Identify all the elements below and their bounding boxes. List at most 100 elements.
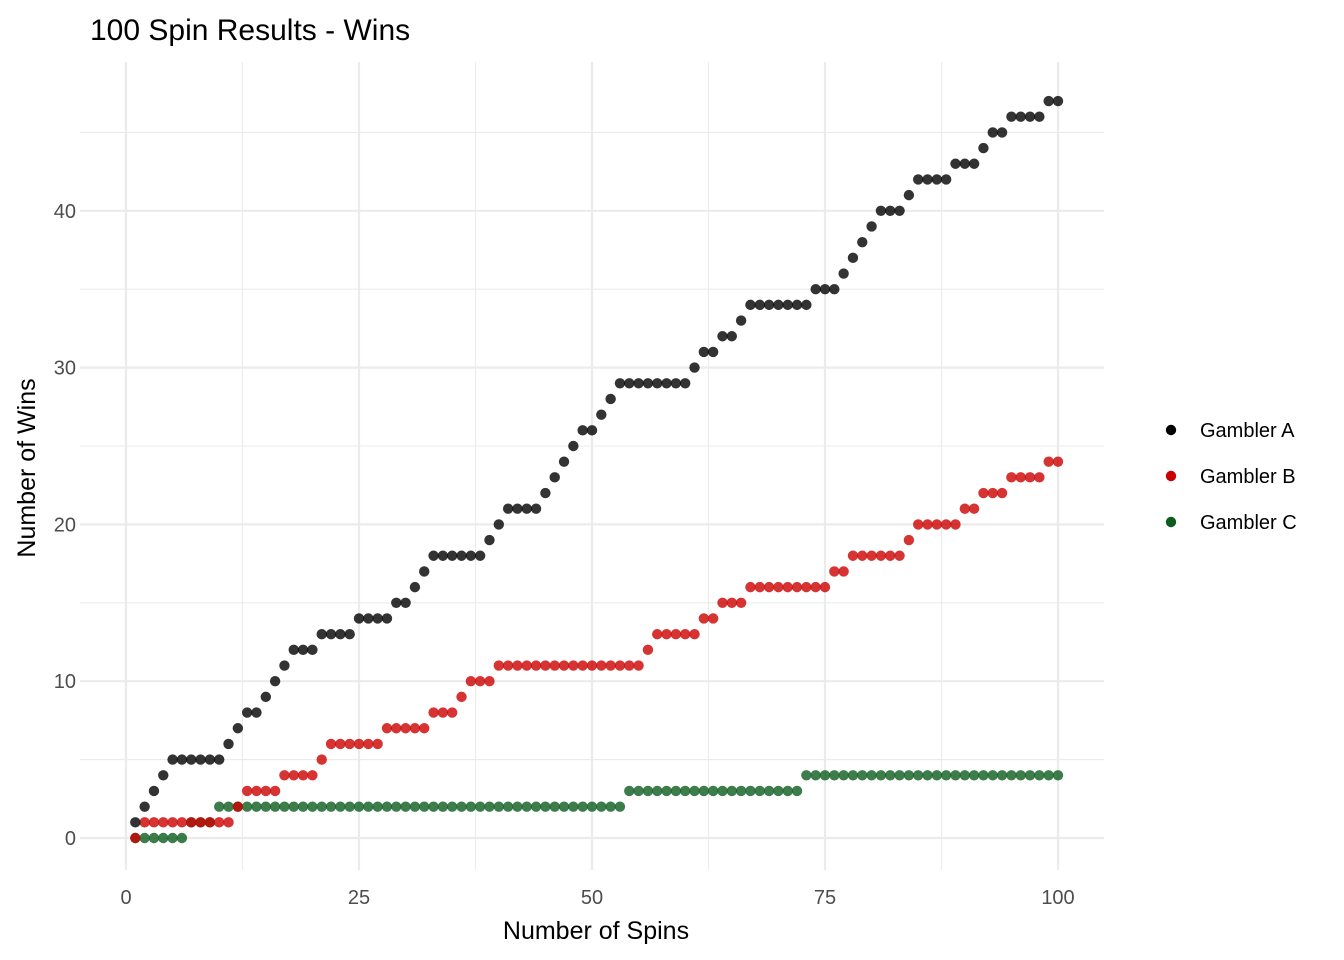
- data-point-gambler-c: [838, 770, 849, 781]
- data-point-gambler-a: [176, 754, 188, 765]
- data-point-gambler-c: [391, 801, 402, 812]
- data-point-gambler-c: [968, 770, 980, 781]
- data-point-gambler-b: [241, 785, 253, 797]
- data-point-gambler-b: [130, 832, 141, 844]
- data-point-gambler-b: [763, 581, 775, 593]
- data-point-gambler-b: [279, 770, 290, 781]
- data-point-gambler-c: [372, 801, 383, 812]
- data-point-gambler-c: [158, 832, 169, 844]
- data-point-gambler-b: [540, 660, 551, 671]
- data-point-gambler-b: [894, 550, 905, 561]
- data-point-gambler-b: [167, 817, 178, 828]
- data-point-gambler-c: [577, 801, 588, 812]
- data-point-gambler-b: [735, 597, 747, 608]
- data-point-gambler-c: [428, 801, 439, 812]
- data-point-gambler-c: [214, 801, 225, 812]
- data-point-gambler-a: [1024, 111, 1036, 122]
- data-point-gambler-a: [1043, 95, 1054, 107]
- data-point-gambler-a: [419, 566, 430, 577]
- x-tick-label: 50: [581, 887, 603, 909]
- data-point-gambler-c: [502, 801, 514, 812]
- data-point-gambler-a: [447, 550, 458, 561]
- data-point-gambler-b: [680, 628, 691, 640]
- data-point-gambler-c: [260, 801, 271, 812]
- data-point-gambler-a: [316, 628, 327, 640]
- data-point-gambler-b: [922, 519, 933, 530]
- data-point-gambler-b: [661, 628, 672, 640]
- data-point-gambler-c: [754, 785, 765, 797]
- data-point-gambler-c: [950, 770, 961, 781]
- data-point-gambler-a: [782, 299, 793, 311]
- data-point-gambler-c: [745, 785, 756, 797]
- data-point-gambler-a: [474, 550, 486, 561]
- data-point-gambler-b: [950, 519, 961, 530]
- data-point-gambler-a: [577, 425, 588, 436]
- data-point-gambler-c: [763, 785, 775, 797]
- x-tick-label: 75: [814, 887, 836, 909]
- data-point-gambler-c: [652, 785, 663, 797]
- data-point-gambler-c: [456, 801, 467, 812]
- data-point-gambler-a: [214, 754, 225, 765]
- data-point-gambler-a: [400, 597, 411, 608]
- data-point-gambler-b: [381, 723, 393, 734]
- data-point-gambler-b: [409, 723, 421, 734]
- data-point-gambler-b: [996, 487, 1008, 499]
- data-point-gambler-a: [829, 284, 840, 295]
- data-point-gambler-a: [335, 628, 346, 640]
- data-point-gambler-a: [596, 409, 607, 420]
- data-point-gambler-c: [493, 801, 504, 812]
- y-axis-title: Number of Wins: [13, 378, 41, 557]
- data-point-gambler-c: [353, 801, 365, 812]
- data-point-gambler-c: [717, 785, 728, 797]
- data-point-gambler-b: [959, 503, 970, 514]
- data-point-gambler-a: [251, 707, 262, 718]
- y-tick-label: 20: [54, 514, 76, 536]
- data-point-gambler-a: [484, 534, 495, 546]
- data-point-gambler-a: [279, 660, 290, 671]
- data-point-gambler-b: [214, 817, 225, 828]
- data-point-gambler-b: [232, 801, 244, 812]
- data-point-gambler-b: [689, 628, 700, 640]
- data-point-gambler-c: [363, 801, 374, 812]
- data-point-gambler-a: [819, 284, 831, 295]
- data-point-gambler-a: [530, 503, 542, 514]
- data-point-gambler-b: [223, 817, 234, 828]
- data-point-gambler-b: [484, 676, 495, 687]
- data-point-gambler-a: [204, 754, 216, 765]
- data-point-gambler-c: [381, 801, 393, 812]
- data-point-gambler-a: [717, 331, 728, 342]
- data-point-gambler-a: [130, 817, 141, 828]
- data-point-gambler-a: [875, 205, 887, 216]
- data-point-gambler-c: [680, 785, 691, 797]
- data-point-gambler-c: [484, 801, 495, 812]
- data-point-gambler-a: [903, 189, 915, 201]
- y-tick-label: 40: [54, 201, 76, 223]
- data-point-gambler-b: [549, 660, 560, 671]
- data-point-gambler-a: [512, 503, 523, 514]
- data-point-gambler-b: [530, 660, 542, 671]
- data-point-gambler-c: [521, 801, 532, 812]
- x-tick-label: 25: [348, 887, 370, 909]
- data-point-gambler-c: [596, 801, 607, 812]
- data-point-gambler-b: [195, 817, 206, 828]
- data-point-gambler-c: [1052, 770, 1064, 781]
- data-point-gambler-b: [773, 581, 784, 593]
- data-point-gambler-b: [857, 550, 868, 561]
- data-point-gambler-a: [195, 754, 206, 765]
- data-point-gambler-a: [940, 174, 952, 185]
- data-point-gambler-c: [670, 785, 682, 797]
- data-point-gambler-b: [186, 817, 197, 828]
- data-point-gambler-a: [698, 346, 710, 358]
- data-point-gambler-b: [577, 660, 588, 671]
- data-point-gambler-a: [922, 174, 933, 185]
- data-point-gambler-c: [885, 770, 896, 781]
- data-point-gambler-b: [987, 487, 998, 499]
- data-point-gambler-a: [186, 754, 197, 765]
- data-point-gambler-a: [167, 754, 178, 765]
- data-point-gambler-b: [931, 519, 943, 530]
- data-point-gambler-b: [624, 660, 635, 671]
- legend: Gambler A Gambler B Gambler C: [1165, 420, 1297, 534]
- data-point-gambler-b: [801, 581, 812, 593]
- data-point-gambler-c: [465, 801, 477, 812]
- data-point-gambler-a: [959, 158, 970, 169]
